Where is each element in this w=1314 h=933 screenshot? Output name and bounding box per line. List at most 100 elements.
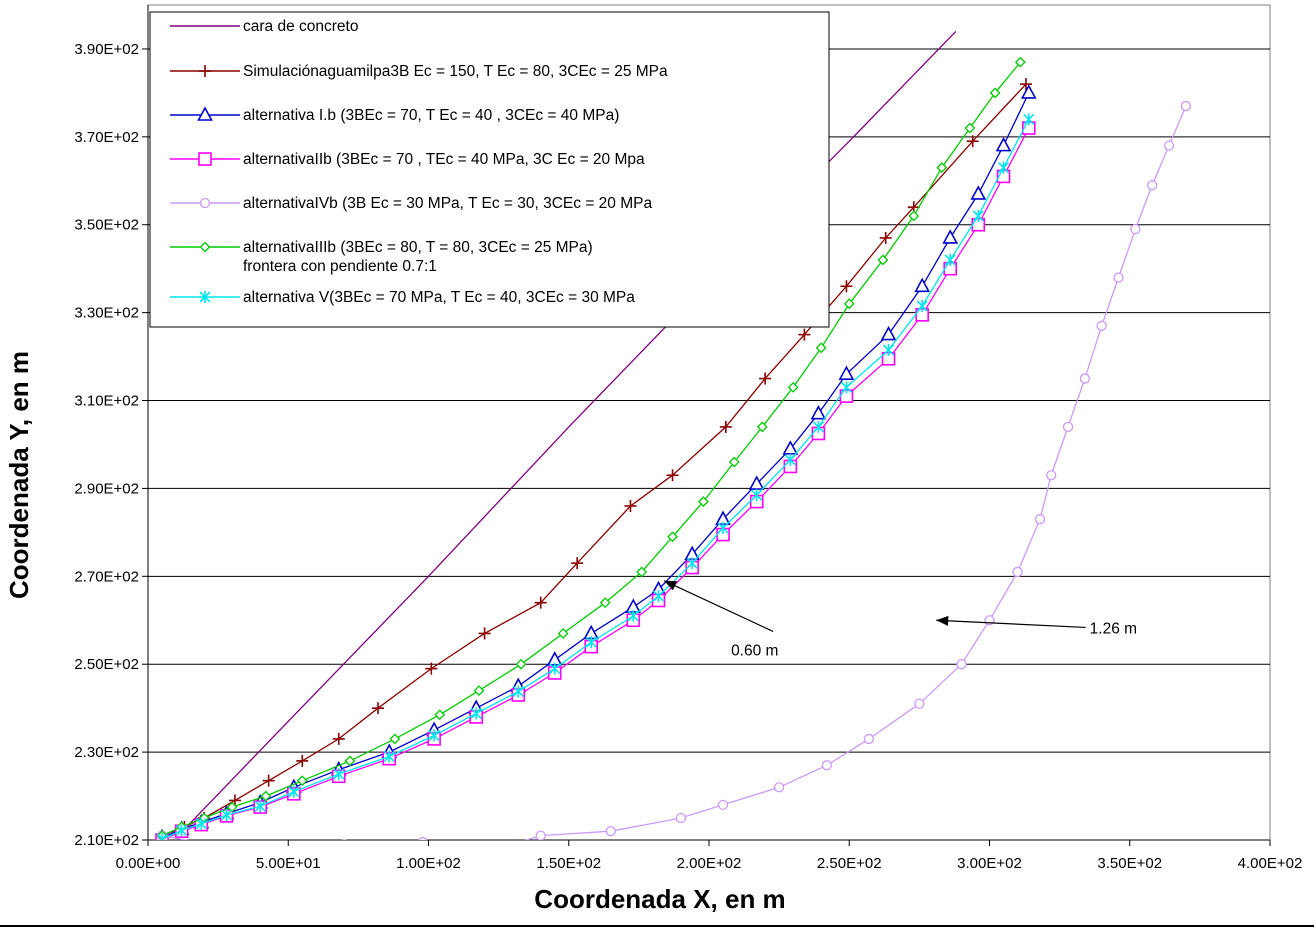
data-point — [480, 849, 489, 858]
data-point — [697, 496, 709, 508]
legend: cara de concreto Simulaciónaguamilpa3B Ec… — [149, 11, 830, 328]
data-point — [344, 755, 356, 767]
x-tick-label: 1.00E+02 — [396, 855, 461, 872]
data-point — [260, 790, 272, 802]
legend-item-3: alternativa I.b (3BEc = 70, T Ec = 40 , … — [170, 106, 619, 124]
annotation-layer: 0.60 m 1.26 m — [663, 580, 1137, 659]
legend-swatch-marker — [199, 197, 211, 209]
legend-swatch-marker — [199, 241, 211, 253]
data-point — [557, 628, 569, 639]
y-tick-label: 2.10E+02 — [74, 832, 139, 849]
x-tick-label: 0.00E+00 — [116, 855, 181, 872]
data-point — [840, 381, 853, 394]
data-point — [473, 685, 485, 696]
y-tick-label: 2.50E+02 — [74, 656, 139, 673]
data-point — [389, 733, 401, 745]
data-point — [964, 122, 976, 134]
y-tick-label: 2.30E+02 — [74, 744, 139, 761]
data-point — [1180, 100, 1191, 112]
data-point — [652, 590, 665, 603]
data-point — [810, 405, 827, 420]
data-point — [478, 627, 491, 640]
data-point — [821, 760, 832, 771]
data-point — [966, 135, 979, 148]
data-point — [751, 489, 763, 502]
data-point — [686, 557, 698, 570]
data-point — [815, 342, 827, 354]
data-point — [418, 837, 428, 840]
data-point — [220, 808, 233, 821]
data-point — [880, 325, 897, 341]
series-1 — [175, 30, 957, 839]
legend-item-1: cara de concreto — [170, 18, 358, 35]
data-point — [717, 521, 729, 534]
y-tick-label: 2.70E+02 — [74, 568, 139, 585]
data-point — [599, 597, 611, 609]
data-point — [195, 817, 207, 830]
data-point — [627, 609, 639, 622]
data-point — [914, 698, 925, 709]
data-point — [877, 254, 889, 266]
data-point — [262, 774, 275, 787]
data-point — [372, 702, 385, 715]
legend-box — [149, 11, 830, 328]
y-tick-label: 3.50E+02 — [74, 217, 139, 234]
data-point — [879, 231, 892, 244]
series-line — [161, 83, 1027, 837]
data-point — [719, 420, 732, 433]
data-point — [254, 800, 266, 813]
data-point — [717, 799, 729, 810]
y-tick-label: 3.10E+02 — [74, 393, 139, 410]
data-point — [605, 826, 616, 837]
data-point — [840, 280, 853, 293]
data-point — [970, 185, 987, 200]
data-point — [728, 456, 740, 468]
data-point — [798, 328, 811, 341]
legend-label: Simulaciónaguamilpa3B Ec = 150, T Ec = 8… — [243, 63, 668, 80]
series-line — [175, 30, 957, 839]
data-point — [636, 566, 648, 578]
x-tick-label: 1.50E+02 — [536, 855, 601, 872]
data-point — [332, 732, 345, 745]
data-point — [675, 812, 687, 824]
y-tick-label: 3.90E+02 — [74, 41, 139, 58]
x-tick-label: 4.00E+02 — [1238, 855, 1303, 872]
data-point — [863, 733, 875, 745]
axes-layer: 2.10E+02 2.30E+02 2.50E+02 2.70E+02 2.90E+02… — [74, 5, 1302, 872]
data-point — [944, 253, 956, 266]
data-point — [1147, 180, 1158, 191]
data-point — [1113, 272, 1124, 283]
data-point — [843, 298, 855, 310]
annotation-arrowhead — [936, 615, 949, 626]
data-point — [784, 453, 796, 466]
data-point — [908, 210, 920, 222]
data-point — [296, 754, 309, 767]
x-tick-label: 3.50E+02 — [1097, 855, 1162, 872]
data-point — [535, 830, 546, 840]
data-point — [956, 659, 967, 670]
data-point — [914, 277, 931, 293]
annotation-label: 1.26 m — [1090, 620, 1137, 637]
data-point — [936, 162, 948, 174]
data-point — [428, 729, 440, 742]
data-point — [759, 372, 772, 385]
annotation-1: 0.60 m — [663, 580, 778, 659]
data-point — [571, 557, 584, 570]
x-tick-label: 5.00E+01 — [256, 855, 321, 872]
data-point — [1012, 566, 1023, 578]
legend-swatch-marker — [197, 106, 213, 121]
legend-swatch-marker — [199, 65, 211, 77]
bottom-rule — [0, 925, 1314, 927]
data-point — [1046, 470, 1057, 481]
data-point — [434, 709, 446, 721]
legend-swatch-marker — [199, 291, 211, 303]
data-point — [228, 844, 237, 853]
data-point — [787, 381, 799, 393]
series-5 — [156, 100, 1191, 858]
x-tick-label: 2.50E+02 — [817, 855, 882, 872]
data-point — [916, 300, 928, 313]
data-point — [1062, 421, 1074, 433]
legend-item-7: alternativa V(3BEc = 70 MPa, T Ec = 40, … — [170, 289, 635, 306]
annotation-arrow — [663, 580, 774, 632]
